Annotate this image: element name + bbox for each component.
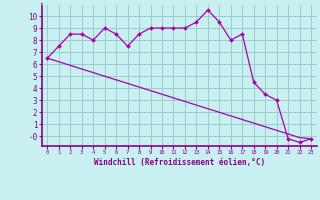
X-axis label: Windchill (Refroidissement éolien,°C): Windchill (Refroidissement éolien,°C) bbox=[94, 158, 265, 167]
